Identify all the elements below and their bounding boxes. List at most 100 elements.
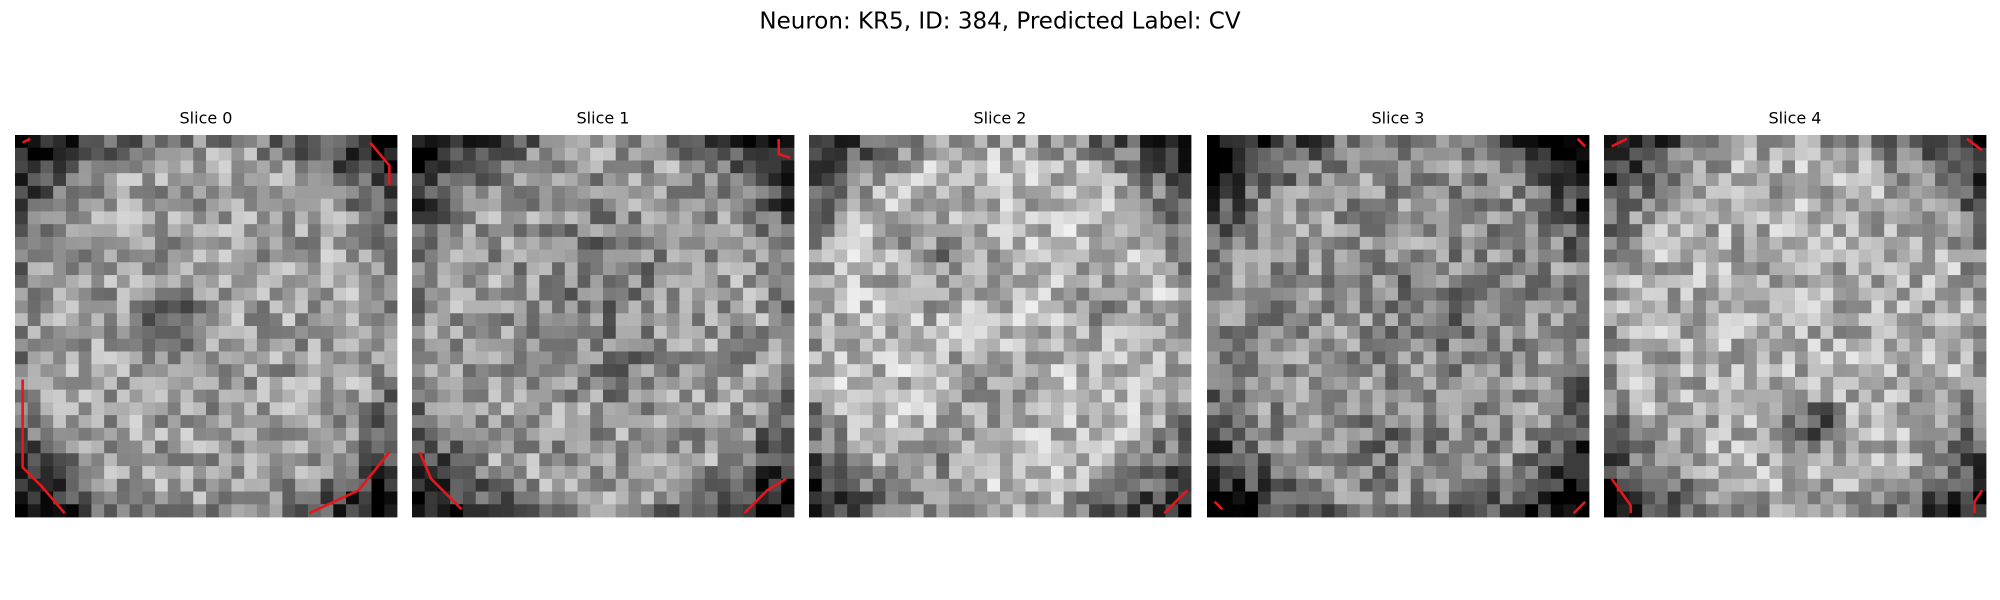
pixel [1744,313,1758,327]
pixel [717,364,731,378]
pixel [936,351,950,365]
pixel [1448,211,1463,225]
pixel [1296,478,1310,492]
pixel [462,275,477,289]
pixel [1410,504,1424,518]
pixel [1896,275,1910,289]
pixel [1731,376,1745,391]
pixel [1245,287,1259,301]
pixel [628,453,642,467]
pixel [91,415,105,429]
pixel [1769,351,1783,365]
pixel [615,326,629,340]
pixel [116,326,130,340]
pixel [1178,402,1192,416]
pixel [641,262,655,276]
pixel [755,478,769,492]
pixel [834,249,848,263]
pixel [155,300,169,314]
pixel [142,478,156,492]
pixel [1718,224,1732,238]
pixel [218,389,232,403]
pixel [539,211,553,225]
pixel [1347,173,1361,187]
pixel [526,389,540,403]
pixel [577,402,591,416]
pixel [358,198,372,212]
pixel [923,185,937,200]
pixel [987,147,1001,161]
pixel [1025,440,1039,454]
pixel [167,198,181,212]
pixel [834,185,848,200]
pixel [206,147,220,161]
pixel [1896,440,1910,454]
pixel [437,415,451,429]
pixel [692,427,706,441]
pixel [1436,351,1450,365]
pixel [1973,224,1987,238]
pixel [307,173,321,187]
pixel [923,402,937,416]
pixel [1795,262,1809,276]
pixel [501,160,515,174]
pixel [65,453,80,467]
pixel [704,135,718,149]
pixel [488,466,502,480]
pixel [384,466,398,480]
pixel [987,275,1001,289]
pixel [936,478,950,492]
pixel [1114,135,1128,149]
pixel [1935,147,1949,161]
pixel [1884,466,1898,480]
pixel [244,249,258,263]
pixel [679,453,693,467]
pixel [1270,415,1284,429]
pixel [1127,402,1141,416]
pixel [488,427,502,441]
pixel [424,338,438,352]
pixel [1795,415,1809,429]
pixel [1410,313,1424,327]
pixel [1935,224,1949,238]
pixel [155,440,169,454]
pixel [65,504,80,518]
pixel [78,326,92,340]
pixel [603,466,617,480]
pixel [898,135,912,149]
pixel [282,440,296,454]
pixel [1219,402,1233,416]
pixel [1257,402,1272,416]
pixel [885,135,899,149]
pixel [1334,466,1348,480]
pixel [1858,313,1872,327]
pixel [755,402,769,416]
contour [369,141,391,185]
pixel [167,262,181,276]
pixel [1296,338,1310,352]
pixel [1820,364,1834,378]
pixel [666,249,680,263]
pixel [218,173,232,187]
pixel [155,160,169,174]
pixel [1604,236,1618,250]
pixel [475,135,489,149]
pixel [1050,338,1065,352]
pixel [923,275,937,289]
pixel [1152,249,1166,263]
pixel [91,402,105,416]
pixel [1025,376,1039,391]
pixel [231,211,245,225]
pixel [1935,453,1949,467]
pixel [755,364,769,378]
pixel [743,313,757,327]
pixel [193,351,207,365]
pixel [910,160,924,174]
pixel [424,326,438,340]
pixel [269,249,283,263]
pixel [755,491,769,505]
pixel [371,236,385,250]
pixel [949,185,963,200]
pixel [666,262,680,276]
pixel [885,415,899,429]
